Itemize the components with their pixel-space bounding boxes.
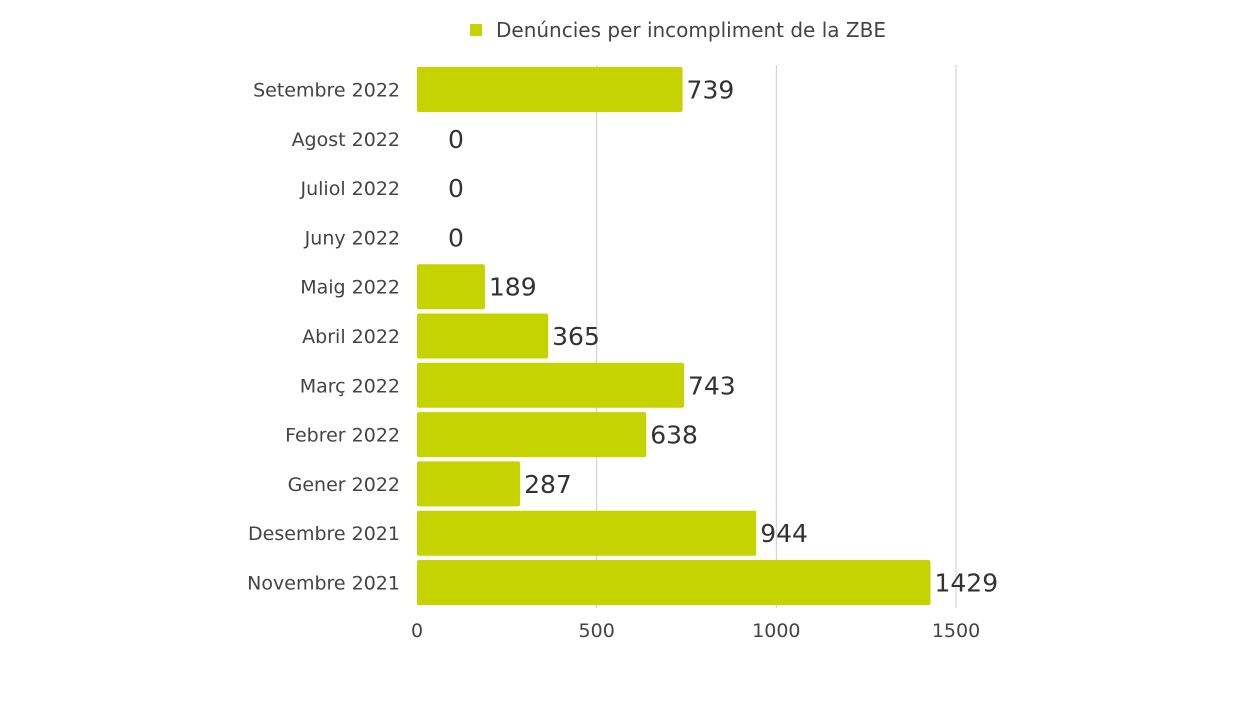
data-label: 0	[448, 174, 464, 203]
data-label: 944	[760, 519, 808, 548]
category-label: Juny 2022	[304, 227, 400, 249]
data-label: 365	[552, 322, 600, 351]
bar	[417, 510, 757, 556]
data-label: 739	[687, 76, 735, 105]
data-label: 287	[524, 470, 572, 499]
data-label: 0	[448, 223, 464, 252]
category-label: Juliol 2022	[300, 178, 401, 200]
x-tick-label: 500	[579, 620, 615, 642]
category-label: Abril 2022	[302, 326, 400, 348]
chart-legend: Denúncies per incompliment de la ZBE	[470, 17, 886, 43]
category-label: Setembre 2022	[253, 80, 400, 102]
bar	[417, 560, 931, 605]
bar	[417, 412, 647, 458]
bar	[417, 461, 521, 507]
data-label: 743	[688, 371, 736, 400]
bar	[417, 264, 485, 310]
x-tick-label: 0	[411, 620, 423, 642]
category-label: Gener 2022	[288, 474, 400, 496]
category-label: Març 2022	[300, 375, 400, 397]
x-tick-label: 1500	[932, 620, 980, 642]
legend-swatch	[470, 24, 482, 36]
legend-label: Denúncies per incompliment de la ZBE	[496, 18, 886, 42]
bar	[417, 313, 549, 359]
x-tick-label: 1000	[752, 620, 800, 642]
category-label: Maig 2022	[300, 277, 400, 299]
category-label: Novembre 2021	[247, 573, 400, 595]
category-label: Agost 2022	[292, 129, 400, 151]
data-label: 638	[650, 421, 698, 450]
category-label: Desembre 2021	[248, 523, 400, 545]
bar	[417, 67, 683, 112]
category-label: Febrer 2022	[285, 425, 400, 447]
bar	[417, 362, 684, 408]
data-label: 189	[489, 273, 537, 302]
data-label: 0	[448, 125, 464, 154]
data-label: 1429	[934, 569, 998, 598]
